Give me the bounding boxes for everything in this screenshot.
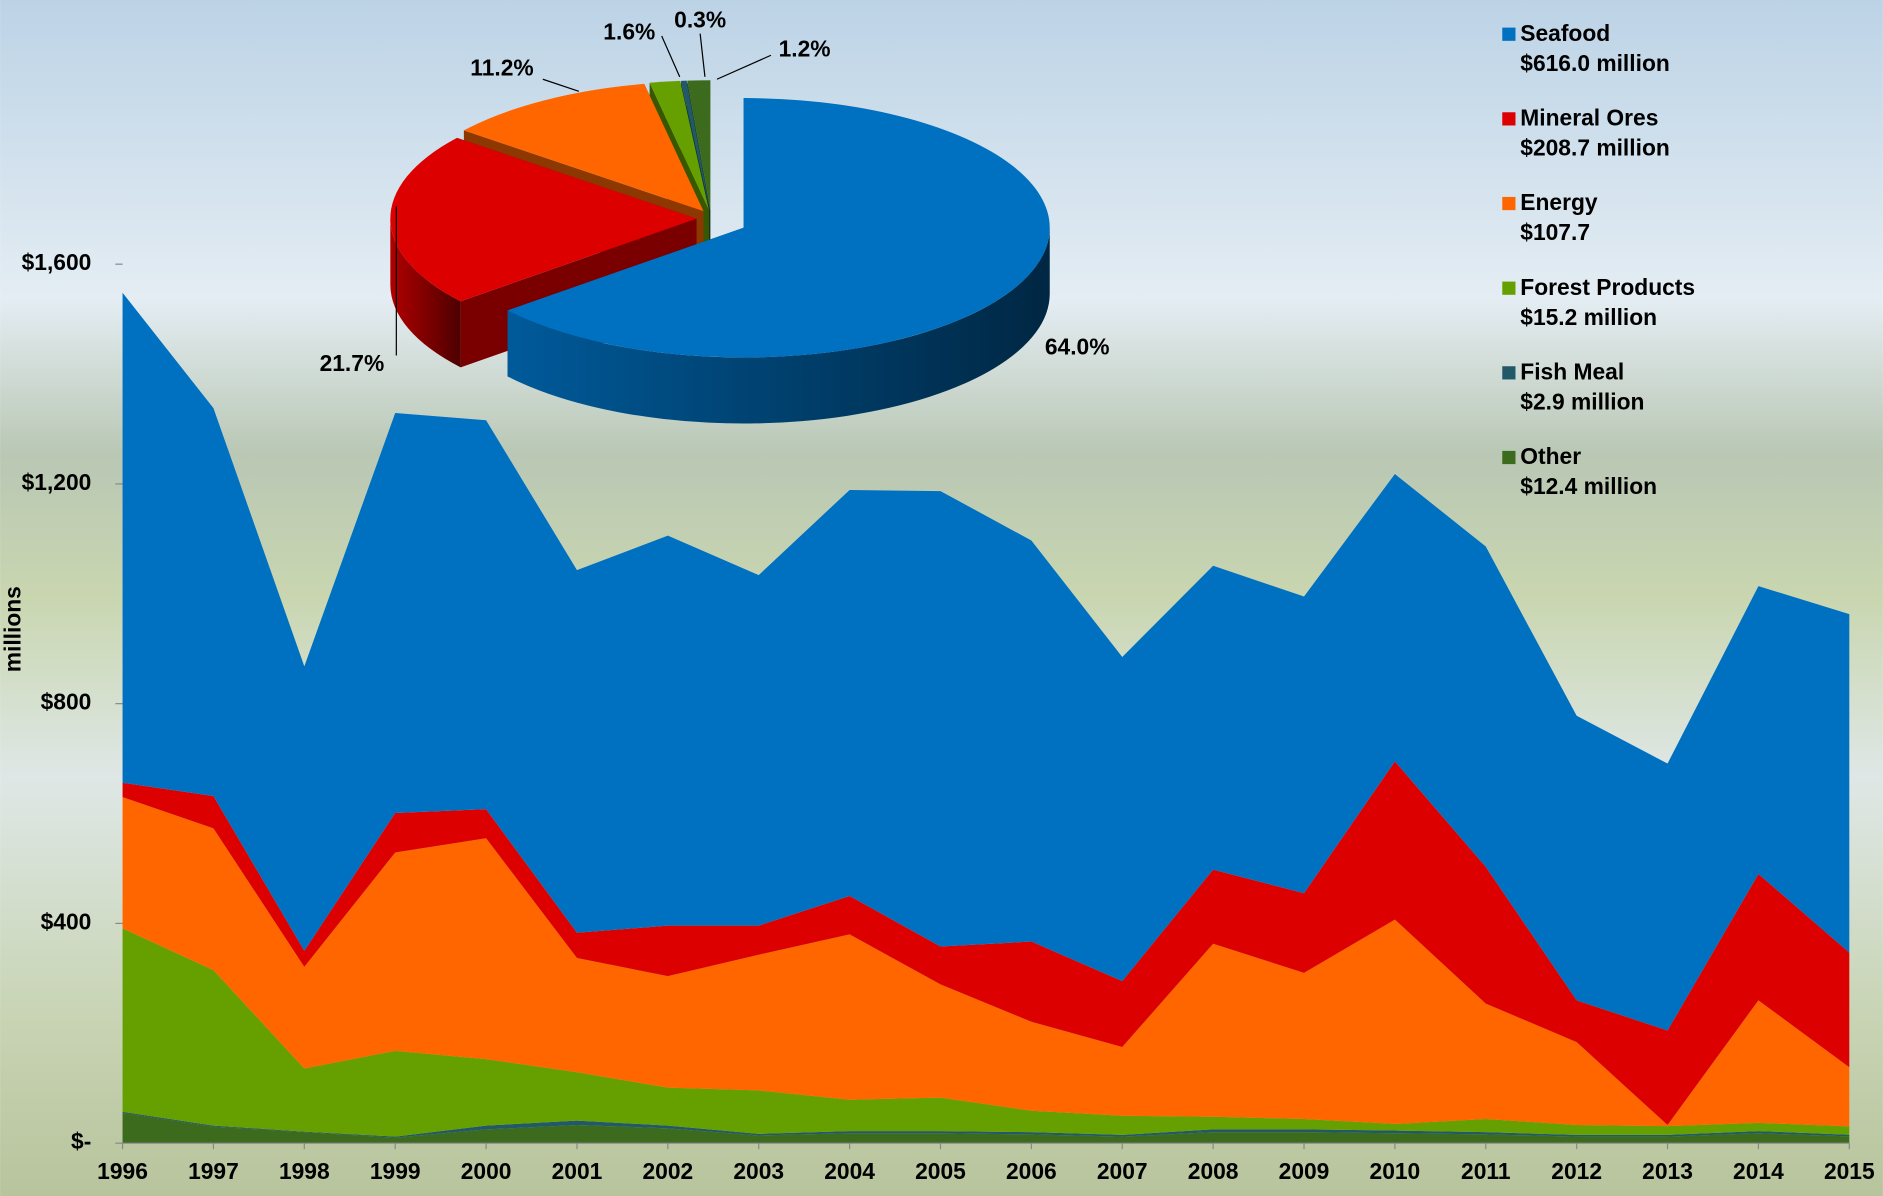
legend-label: Forest Products	[1520, 274, 1695, 300]
x-tick-label: 1996	[97, 1158, 148, 1184]
pie-label: 11.2%	[470, 55, 533, 81]
pie-label: 1.2%	[779, 35, 831, 61]
pie-label: 0.3%	[674, 7, 726, 33]
legend-amount: $2.9 million	[1520, 389, 1644, 415]
pie-label: 1.6%	[603, 19, 655, 45]
legend-label: Fish Meal	[1520, 358, 1624, 384]
x-tick-label: 2005	[915, 1158, 966, 1184]
x-tick-label: 2012	[1551, 1158, 1602, 1184]
x-tick-label: 2015	[1824, 1158, 1875, 1184]
legend-label: Other	[1520, 443, 1581, 469]
x-tick-label: 2002	[642, 1158, 693, 1184]
x-tick-label: 2003	[733, 1158, 784, 1184]
x-tick-label: 2007	[1097, 1158, 1148, 1184]
x-tick-label: 2001	[552, 1158, 603, 1184]
x-tick-label: 2008	[1188, 1158, 1239, 1184]
y-tick-label: $800	[41, 689, 92, 715]
page: {"chart_data":[ {"type":"area","ylabel":…	[0, 0, 1883, 1196]
x-tick-label: 2011	[1461, 1158, 1511, 1184]
x-tick-label: 2009	[1279, 1158, 1330, 1184]
x-tick-label: 2000	[461, 1158, 512, 1184]
y-tick-label: $400	[41, 908, 92, 934]
x-tick-label: 2013	[1642, 1158, 1693, 1184]
legend-amount: $107.7	[1520, 219, 1590, 245]
x-tick-label: 2004	[824, 1158, 875, 1184]
legend-swatch	[1502, 451, 1515, 464]
legend-amount: $616.0 million	[1520, 50, 1670, 76]
x-tick-label: 2010	[1370, 1158, 1421, 1184]
x-tick-label: 1999	[370, 1158, 421, 1184]
legend-swatch	[1502, 282, 1515, 295]
legend-label: Mineral Ores	[1520, 105, 1658, 131]
x-tick-label: 2006	[1006, 1158, 1057, 1184]
legend-swatch	[1502, 28, 1515, 41]
y-tick-label: $1,200	[22, 469, 92, 495]
y-tick-label: $1,600	[22, 249, 92, 275]
pie-label: 21.7%	[320, 350, 385, 376]
pie-label: 64.0%	[1045, 333, 1110, 359]
legend-amount: $15.2 million	[1520, 304, 1657, 330]
legend-amount: $208.7 million	[1520, 135, 1670, 161]
legend-amount: $12.4 million	[1520, 473, 1657, 499]
legend-swatch	[1502, 366, 1515, 379]
legend-label: Seafood	[1520, 20, 1610, 46]
x-tick-label: 1998	[279, 1158, 330, 1184]
legend-swatch	[1502, 112, 1515, 125]
y-axis-label: millions	[0, 586, 26, 672]
x-tick-label: 2014	[1733, 1158, 1784, 1184]
legend-swatch	[1502, 197, 1515, 210]
y-tick-label: $-	[71, 1128, 91, 1154]
x-tick-label: 1997	[188, 1158, 239, 1184]
chart: millions $- $400 $800 $1,200 $1,600 1996 1997 1…	[0, 0, 1883, 1196]
legend-label: Energy	[1520, 189, 1598, 215]
